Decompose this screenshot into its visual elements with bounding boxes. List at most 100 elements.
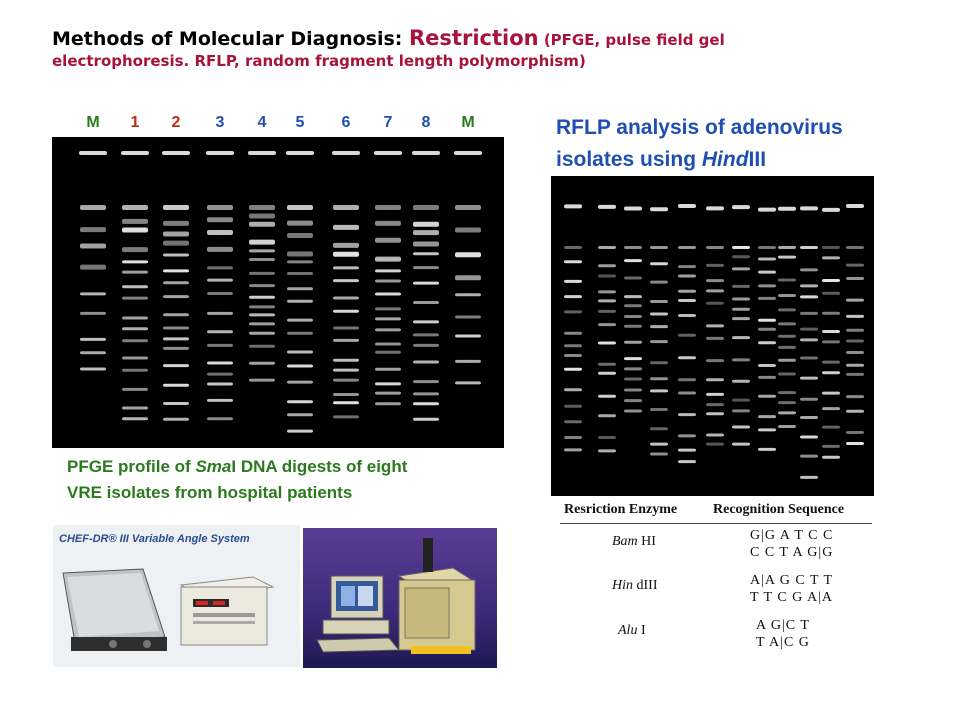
lane-label: 5 [295, 114, 305, 131]
gel-band [846, 339, 864, 343]
gel-band [564, 310, 582, 314]
gel-band [800, 356, 818, 360]
gel-band [564, 367, 582, 371]
gel-band [413, 252, 439, 256]
gel-band [248, 151, 276, 155]
gel-band [706, 301, 724, 305]
gel-band [564, 246, 582, 249]
gel-band [287, 232, 313, 238]
gel-band [455, 275, 481, 281]
gel-band [800, 475, 818, 479]
gel-band [287, 350, 313, 354]
gel-band [846, 351, 864, 355]
gel-band [598, 341, 616, 345]
gel-band [412, 151, 440, 155]
gel-band [598, 323, 616, 327]
gel-band [163, 402, 189, 406]
gel-band [778, 411, 796, 415]
gel-band [678, 246, 696, 249]
gel-band [206, 151, 234, 155]
gel-band [846, 277, 864, 281]
lane-label: 2 [171, 114, 181, 131]
gel-band [249, 344, 275, 348]
gel-band [598, 204, 616, 209]
gel-band [163, 383, 189, 387]
gel-band [163, 281, 189, 285]
gel-band [163, 205, 189, 210]
gel-band [287, 331, 313, 335]
gel-band [375, 350, 401, 354]
gel-band [846, 204, 864, 209]
gel-band [624, 246, 642, 249]
gel-band [333, 309, 359, 313]
gel-band [598, 362, 616, 366]
enzyme-name-roman: dIII [633, 578, 658, 593]
gel-band [122, 260, 148, 264]
gel-band [778, 206, 796, 211]
gel-band [375, 307, 401, 311]
gel-band [413, 221, 439, 227]
pfge-lane-labels: M 1 2 3 4 5 6 7 8 M [52, 114, 504, 134]
gel-band [822, 425, 840, 429]
gel-band [375, 328, 401, 332]
gel-band [333, 242, 359, 248]
sequence-alui: A G|C T T A|C G [756, 617, 810, 651]
gel-band [846, 298, 864, 302]
sequence-bottom-strand: T T C G A|A [750, 590, 834, 605]
gel-band [413, 281, 439, 285]
gel-band [163, 417, 189, 421]
gel-band [706, 289, 724, 293]
pfge-caption: PFGE profile of SmaI DNA digests of eigh… [67, 454, 507, 506]
gel-band [333, 266, 359, 270]
gel-band [650, 361, 668, 365]
gel-band [455, 227, 481, 233]
gel-band [650, 442, 668, 446]
gel-band [564, 353, 582, 357]
gel-band [122, 218, 148, 224]
gel-band [122, 247, 148, 253]
gel-band [375, 402, 401, 406]
gel-band [650, 207, 668, 212]
sequence-column-header: Recognition Sequence [713, 502, 845, 517]
gel-band [650, 452, 668, 456]
gel-band [375, 342, 401, 346]
gel-band [207, 230, 233, 236]
gel-band [207, 291, 233, 295]
title-prefix: Methods of Molecular Diagnosis: [52, 28, 410, 50]
gel-band [122, 368, 148, 372]
gel-band [706, 403, 724, 407]
electrophoresis-chamber-illustration [62, 568, 275, 651]
restriction-enzyme-table: Resriction Enzyme Recognition Sequence B… [560, 502, 880, 672]
rflp-caption-text-a: isolates using [556, 148, 702, 171]
gel-band [650, 389, 668, 393]
gel-band [758, 341, 776, 345]
gel-band [375, 292, 401, 296]
gel-band [598, 414, 616, 418]
gel-band [800, 416, 818, 420]
gel-band [413, 360, 439, 364]
rflp-caption-text-b: III [748, 148, 767, 171]
slide-title: Methods of Molecular Diagnosis: Restrict… [52, 26, 852, 74]
gel-band [375, 367, 401, 371]
gel-band [822, 207, 840, 212]
gel-band [333, 338, 359, 342]
gel-band [598, 246, 616, 249]
gel-band [732, 284, 750, 288]
gel-band [758, 296, 776, 300]
pfge-caption-line2: VRE isolates from hospital patients [67, 483, 353, 502]
gel-band [706, 412, 724, 416]
gel-band [822, 311, 840, 315]
gel-band [454, 151, 482, 155]
gel-band [122, 296, 148, 300]
gel-band [822, 444, 840, 448]
gel-band [564, 331, 582, 335]
gel-band [333, 224, 359, 230]
gel-band [249, 221, 275, 227]
gel-band [732, 379, 750, 383]
sequence-top-strand: G|G A T C C [750, 528, 834, 543]
gel-band [122, 387, 148, 391]
gel-band [287, 260, 313, 264]
gel-band [822, 407, 840, 411]
gel-band [413, 380, 439, 384]
gel-band [413, 320, 439, 324]
